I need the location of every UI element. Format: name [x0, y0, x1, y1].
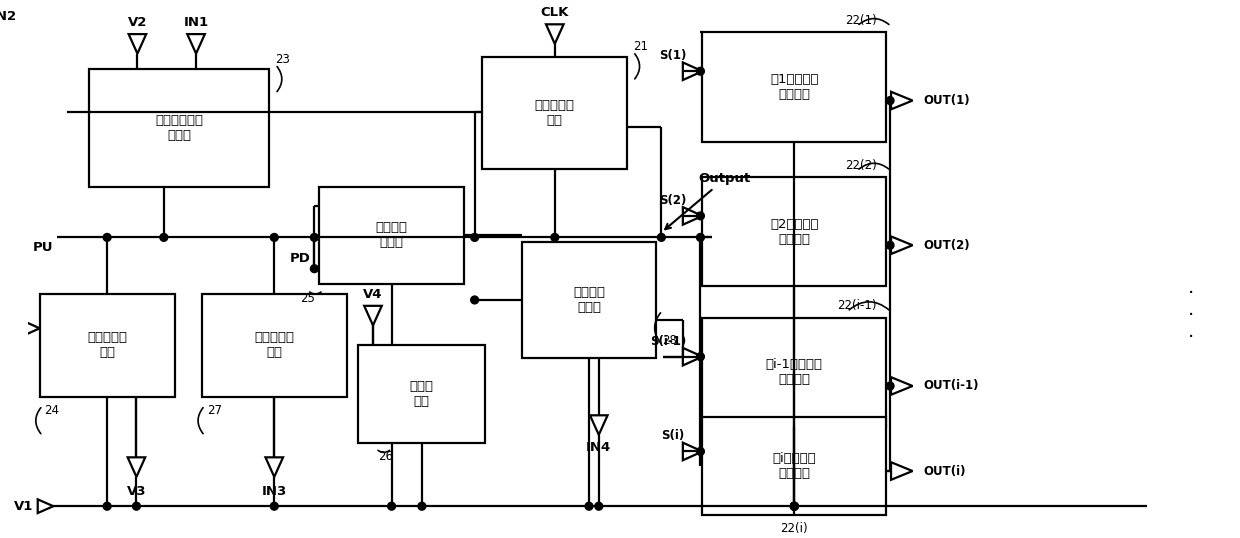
Text: S(1): S(1) — [660, 49, 687, 62]
Polygon shape — [683, 443, 702, 461]
Text: OUT(i): OUT(i) — [924, 464, 966, 478]
Text: 25: 25 — [300, 292, 315, 305]
Polygon shape — [265, 457, 283, 477]
Polygon shape — [546, 24, 564, 44]
Circle shape — [697, 233, 704, 242]
Polygon shape — [683, 62, 702, 80]
Text: 第一输出子
电路: 第一输出子 电路 — [534, 99, 575, 127]
Polygon shape — [187, 34, 205, 54]
Text: ·
·
·: · · · — [1188, 284, 1194, 347]
Text: 第i-1个第二输
出子电路: 第i-1个第二输 出子电路 — [766, 358, 823, 386]
Circle shape — [418, 502, 425, 510]
Bar — [319, 187, 464, 284]
Circle shape — [697, 67, 704, 75]
Polygon shape — [129, 34, 146, 54]
Text: V2: V2 — [128, 16, 148, 29]
Bar — [88, 69, 269, 187]
Bar — [522, 242, 656, 358]
Polygon shape — [683, 348, 702, 365]
Text: PU: PU — [32, 240, 53, 254]
Circle shape — [585, 502, 593, 510]
Circle shape — [133, 502, 140, 510]
Bar — [702, 32, 887, 141]
Text: CLK: CLK — [541, 6, 569, 19]
Polygon shape — [128, 457, 145, 477]
Text: 27: 27 — [207, 404, 222, 417]
Text: 24: 24 — [45, 404, 60, 417]
Text: 下拉控制
子电路: 下拉控制 子电路 — [376, 222, 408, 250]
Polygon shape — [892, 236, 913, 254]
Circle shape — [887, 242, 894, 249]
Text: 23: 23 — [275, 53, 290, 66]
Circle shape — [103, 233, 112, 242]
Text: 第1个第二输
出子电路: 第1个第二输 出子电路 — [770, 73, 818, 101]
Circle shape — [697, 212, 704, 220]
Circle shape — [790, 502, 799, 510]
Text: S(2): S(2) — [660, 194, 687, 207]
Text: V1: V1 — [14, 500, 32, 513]
Bar — [702, 177, 887, 286]
Bar — [702, 317, 887, 427]
Circle shape — [790, 502, 799, 510]
Bar — [40, 294, 175, 397]
Polygon shape — [892, 92, 913, 109]
Text: PD: PD — [290, 252, 310, 265]
Text: 第二降噪子
电路: 第二降噪子 电路 — [254, 331, 294, 359]
Text: 第2个第二输
出子电路: 第2个第二输 出子电路 — [770, 217, 818, 245]
Text: V3: V3 — [126, 485, 146, 498]
Polygon shape — [683, 207, 702, 225]
Text: 第i个第二输
出子电路: 第i个第二输 出子电路 — [773, 452, 816, 480]
Text: 22(i-1): 22(i-1) — [837, 299, 877, 313]
Circle shape — [471, 233, 479, 242]
Polygon shape — [37, 499, 53, 513]
Bar — [358, 345, 485, 443]
Text: OUT(i-1): OUT(i-1) — [924, 379, 978, 393]
Circle shape — [887, 97, 894, 104]
Circle shape — [595, 502, 603, 510]
Circle shape — [790, 502, 799, 510]
Circle shape — [697, 448, 704, 455]
Circle shape — [551, 233, 559, 242]
Circle shape — [697, 353, 704, 360]
Circle shape — [310, 233, 319, 242]
Circle shape — [657, 233, 665, 242]
Circle shape — [160, 233, 167, 242]
Text: 22(i): 22(i) — [780, 522, 808, 535]
Circle shape — [310, 265, 319, 273]
Text: Output: Output — [665, 172, 751, 229]
Text: V4: V4 — [363, 288, 383, 301]
Text: OUT(1): OUT(1) — [924, 94, 970, 107]
Polygon shape — [590, 415, 608, 435]
Circle shape — [103, 502, 112, 510]
Text: 28: 28 — [662, 334, 677, 346]
Text: IN1: IN1 — [184, 16, 208, 29]
Polygon shape — [892, 462, 913, 480]
Circle shape — [388, 502, 396, 510]
Text: IN4: IN4 — [587, 441, 611, 454]
Text: 第一降噪子
电路: 第一降噪子 电路 — [87, 331, 128, 359]
Polygon shape — [365, 306, 382, 325]
Bar — [202, 294, 347, 397]
Text: 22(1): 22(1) — [844, 14, 877, 27]
Text: 21: 21 — [632, 40, 649, 53]
Circle shape — [471, 296, 479, 304]
Text: S(i-1): S(i-1) — [650, 335, 686, 348]
Text: 第三降噪
子电路: 第三降噪 子电路 — [573, 286, 605, 314]
Text: 第一信号输入
子电路: 第一信号输入 子电路 — [155, 114, 203, 142]
Polygon shape — [892, 377, 913, 395]
Text: OUT(2): OUT(2) — [924, 239, 970, 252]
Circle shape — [790, 502, 799, 510]
Text: 26: 26 — [378, 450, 393, 463]
Bar — [702, 417, 887, 515]
Bar — [482, 56, 627, 169]
Text: 22(2): 22(2) — [844, 159, 877, 172]
Circle shape — [270, 502, 278, 510]
Circle shape — [887, 382, 894, 390]
Text: 下拉子
电路: 下拉子 电路 — [410, 380, 434, 408]
Text: IN3: IN3 — [262, 485, 286, 498]
Text: S(i): S(i) — [661, 429, 684, 442]
Circle shape — [270, 233, 278, 242]
Polygon shape — [20, 320, 40, 337]
Text: IN2: IN2 — [0, 10, 17, 23]
